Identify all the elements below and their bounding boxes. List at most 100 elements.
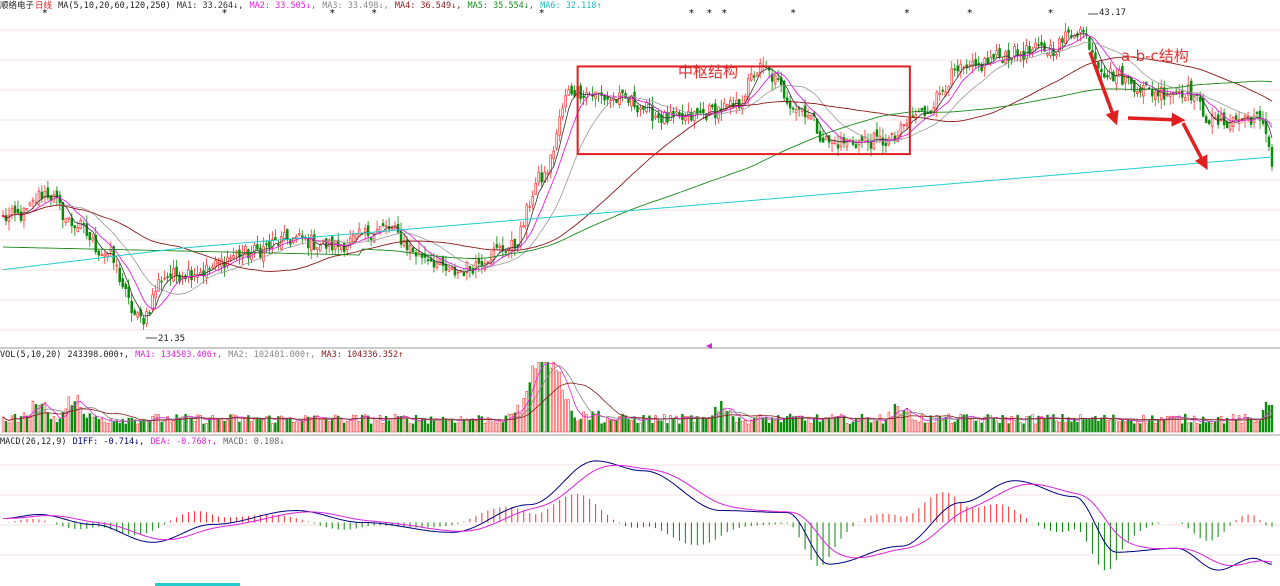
- volume-bar: [800, 416, 804, 433]
- volume-bar: [196, 414, 199, 433]
- volume-bar: [250, 421, 253, 433]
- candle-body: [1204, 116, 1208, 123]
- volume-bar: [37, 405, 41, 433]
- candle-body: [178, 274, 181, 283]
- signal-star: *: [222, 8, 227, 19]
- candle-body: [977, 62, 980, 65]
- volume-bar: [214, 417, 217, 433]
- volume-bar: [681, 413, 684, 433]
- volume-bar: [803, 420, 807, 433]
- volume-bar: [687, 416, 690, 433]
- ma4-value: MA4: 36.549↓,: [394, 1, 462, 11]
- candle-body: [310, 234, 313, 251]
- candle-body: [498, 245, 502, 249]
- candle-body: [998, 48, 1001, 57]
- ma5-line: [3, 80, 1273, 259]
- volume-bar: [426, 423, 430, 433]
- volume-bar: [1, 416, 5, 433]
- candle-body: [1064, 31, 1067, 44]
- volume-bar: [1243, 414, 1247, 433]
- volume-bar: [441, 416, 445, 433]
- volume-bar: [175, 414, 178, 433]
- volume-bar: [971, 417, 974, 433]
- candle-body: [702, 108, 705, 113]
- candle-body: [540, 172, 543, 183]
- candle-body: [211, 266, 214, 269]
- candle-body: [477, 257, 481, 264]
- candle-body: [603, 95, 606, 101]
- candle-body: [100, 254, 104, 256]
- volume-bar: [58, 418, 62, 433]
- candle-body: [1216, 114, 1220, 125]
- volume-bar: [73, 401, 77, 433]
- candle-body: [163, 277, 166, 280]
- volume-bar: [1127, 418, 1130, 433]
- volume-bar: [354, 415, 358, 433]
- volume-bar: [782, 418, 786, 433]
- candle-body: [220, 258, 223, 267]
- volume-bar: [666, 423, 669, 433]
- volume-bar: [797, 416, 801, 433]
- volume-bar: [402, 415, 406, 433]
- volume-bar: [142, 419, 145, 433]
- volume-bar: [735, 422, 738, 433]
- vol-ma2: MA2: 102401.000↑,: [228, 350, 316, 360]
- volume-bar: [678, 423, 681, 433]
- volume-bar: [351, 414, 355, 433]
- candle-body: [1007, 49, 1010, 61]
- volume-bar: [1049, 419, 1052, 433]
- volume-bar: [1184, 413, 1187, 433]
- volume-bar: [1118, 421, 1121, 433]
- candle-body: [974, 59, 977, 66]
- candle-body: [746, 78, 750, 101]
- candle-body: [1112, 71, 1115, 82]
- candle-body: [435, 262, 439, 269]
- candle-body: [696, 108, 699, 115]
- candle-body: [669, 111, 672, 121]
- ma-params: MA(5,10,20,60,120,250): [58, 1, 171, 11]
- volume-bar: [1067, 417, 1070, 433]
- volume-bar: [908, 411, 912, 433]
- candle-body: [157, 279, 160, 292]
- candle-body: [256, 244, 259, 250]
- volume-bar: [160, 421, 163, 433]
- volume-bar: [202, 423, 205, 433]
- candle-body: [438, 258, 442, 265]
- candle-body: [1225, 121, 1229, 128]
- ma3-line: [2, 41, 1273, 295]
- volume-bar: [564, 399, 567, 433]
- volume-bar: [872, 421, 876, 433]
- candle-body: [402, 240, 406, 247]
- candle-body: [1210, 114, 1214, 127]
- volume-bar: [750, 419, 753, 433]
- volume-bar: [1225, 417, 1229, 433]
- candle-body: [549, 154, 552, 174]
- candle-body: [34, 201, 38, 204]
- volume-bar: [1189, 422, 1193, 433]
- volume-bar: [115, 420, 118, 433]
- volume-bar: [998, 422, 1001, 433]
- volume-bar: [1210, 422, 1214, 433]
- volume-bar: [342, 422, 346, 433]
- candle-body: [1049, 45, 1052, 56]
- volume-bar: [85, 417, 88, 433]
- volume-bar: [911, 419, 915, 433]
- volume-bar: [345, 420, 349, 433]
- candle-body: [1103, 72, 1106, 78]
- volume-bar: [1091, 417, 1094, 433]
- candle-body: [860, 135, 864, 141]
- volume-bar: [298, 422, 301, 433]
- volume-bar: [1222, 423, 1226, 433]
- abc-arrow: [1127, 112, 1186, 127]
- candle-body: [67, 217, 71, 220]
- volume-bar: [82, 413, 86, 433]
- candle-body: [1034, 42, 1037, 49]
- volume-bar: [289, 418, 292, 433]
- volume-bar: [340, 419, 343, 433]
- candle-body: [1100, 69, 1103, 73]
- volume-bar: [660, 420, 663, 433]
- volume-bar: [22, 412, 26, 433]
- volume-bar: [1088, 418, 1091, 433]
- candle-body: [1151, 89, 1154, 97]
